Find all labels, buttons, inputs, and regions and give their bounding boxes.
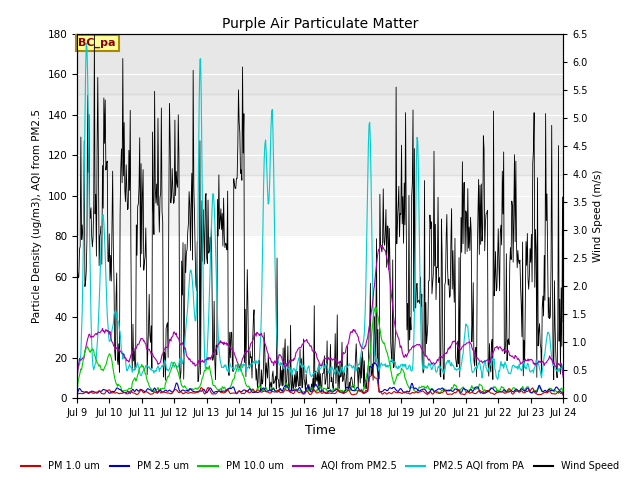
Bar [77, 176, 563, 236]
Y-axis label: Wind Speed (m/s): Wind Speed (m/s) [593, 170, 604, 262]
Bar [77, 34, 563, 95]
Text: BC_pa: BC_pa [79, 38, 116, 48]
Title: Purple Air Particulate Matter: Purple Air Particulate Matter [222, 17, 418, 31]
Legend: PM 1.0 um, PM 2.5 um, PM 10.0 um, AQI from PM2.5, PM2.5 AQI from PA, Wind Speed: PM 1.0 um, PM 2.5 um, PM 10.0 um, AQI fr… [17, 457, 623, 475]
Bar [77, 95, 563, 176]
Y-axis label: Particle Density (ug/m3), AQI from PM2.5: Particle Density (ug/m3), AQI from PM2.5 [32, 109, 42, 323]
X-axis label: Time: Time [305, 424, 335, 437]
